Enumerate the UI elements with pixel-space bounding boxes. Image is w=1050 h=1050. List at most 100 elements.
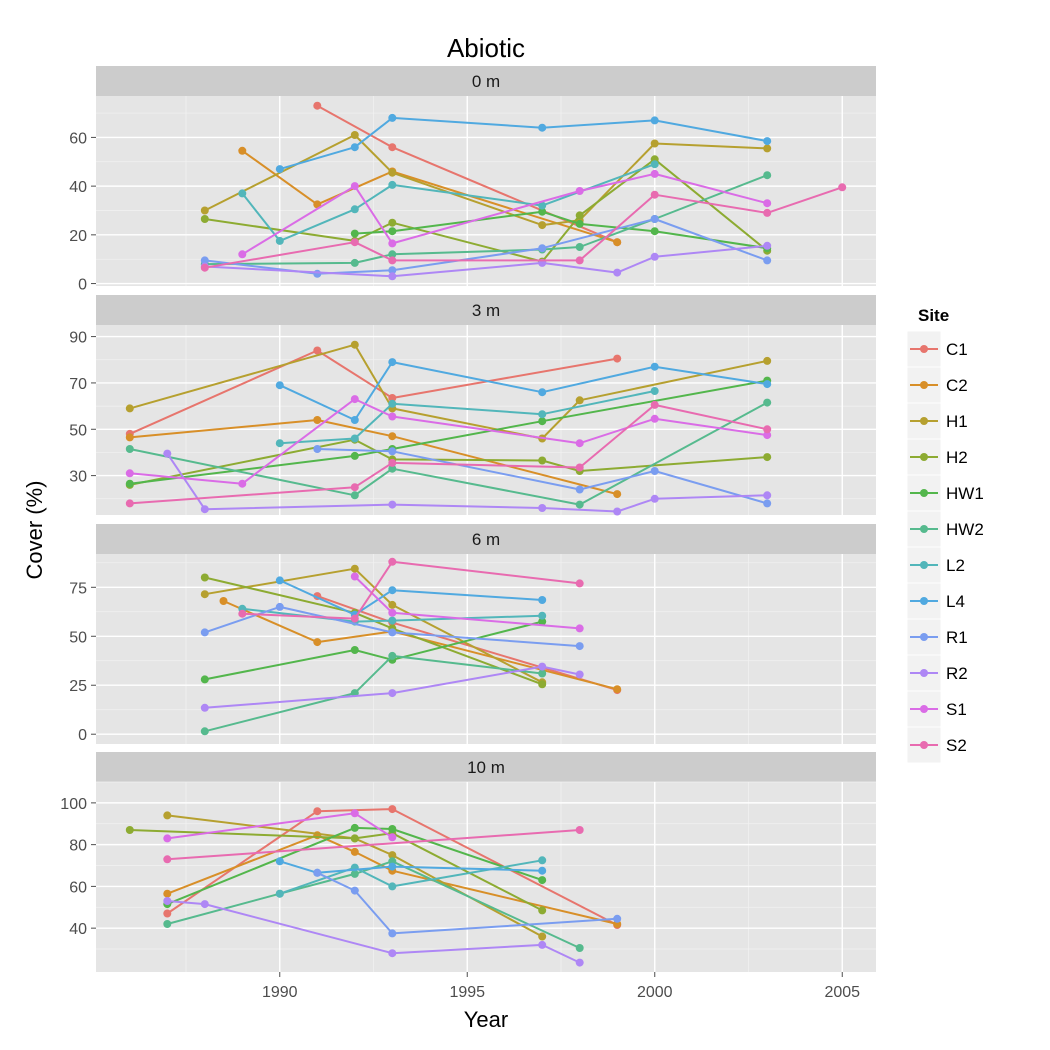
data-point — [200, 206, 209, 215]
data-point — [388, 851, 397, 860]
legend-key-point — [920, 741, 928, 749]
series-r1 — [313, 868, 622, 938]
data-point — [538, 866, 547, 875]
legend-key-point — [920, 453, 928, 461]
x-tick-label: 1990 — [262, 984, 298, 1001]
series-line-r2 — [204, 244, 768, 278]
data-point — [613, 490, 622, 499]
facet-strip — [96, 524, 876, 554]
series-line-h1 — [129, 343, 768, 440]
data-point — [388, 239, 397, 248]
y-tick-label: 40 — [69, 921, 87, 938]
data-point — [388, 458, 397, 467]
data-point — [538, 207, 547, 216]
data-point — [763, 499, 772, 508]
data-point — [650, 362, 659, 371]
data-point — [388, 833, 397, 842]
data-point — [350, 869, 359, 878]
series-hw2 — [200, 651, 547, 736]
legend-key-point — [920, 345, 928, 353]
y-tick-label: 0 — [78, 277, 87, 294]
facet-strip — [96, 66, 876, 96]
data-point — [200, 215, 209, 223]
data-point — [650, 190, 659, 199]
data-point — [163, 909, 172, 918]
data-point — [238, 609, 247, 618]
legend-label: HW2 — [946, 520, 984, 539]
data-point — [650, 139, 659, 148]
data-point — [538, 201, 547, 210]
x-axis: 1990 1995 2000 2005 — [262, 972, 860, 1001]
data-point — [238, 479, 247, 488]
data-point — [200, 628, 209, 637]
legend-item-h1: H1 — [906, 402, 968, 440]
data-point — [350, 238, 359, 247]
series-r1 — [313, 445, 772, 508]
data-point — [200, 505, 209, 514]
panel-background — [96, 96, 876, 286]
series-l4 — [275, 113, 772, 174]
data-point — [313, 346, 322, 355]
y-tick-label: 80 — [69, 838, 87, 855]
data-point — [313, 200, 322, 209]
y-axis-title: Cover (%) — [22, 480, 47, 579]
data-point — [350, 182, 359, 191]
legend-item-c1: C1 — [906, 330, 968, 368]
data-point — [388, 412, 397, 421]
y-tick-label: 70 — [69, 376, 87, 393]
series-line-h2 — [129, 829, 543, 912]
x-axis-title: Year — [464, 1007, 508, 1032]
legend-label: R2 — [946, 664, 968, 683]
data-point — [763, 199, 772, 208]
data-point — [538, 504, 547, 512]
y-tick-label: 25 — [69, 678, 87, 695]
data-point — [575, 944, 584, 952]
legend-item-c2: C2 — [906, 366, 968, 404]
legend-key-point — [920, 597, 928, 605]
data-point — [650, 387, 659, 395]
data-point — [163, 811, 172, 820]
series-line-l4 — [279, 579, 543, 616]
data-point — [125, 433, 134, 442]
legend-item-l4: L4 — [906, 582, 965, 620]
data-point — [650, 160, 659, 169]
data-point — [163, 449, 172, 458]
series-s2 — [238, 557, 584, 623]
legend-key-point — [920, 489, 928, 497]
data-point — [763, 431, 772, 440]
data-point — [275, 889, 284, 898]
facet-strip-label: 10 m — [467, 758, 505, 777]
facet-strip-label: 6 m — [472, 530, 500, 549]
data-point — [350, 646, 359, 654]
y-tick-label: 60 — [69, 879, 87, 896]
data-point — [538, 906, 547, 915]
data-point — [763, 137, 772, 146]
legend-item-r2: R2 — [906, 654, 968, 692]
legend-key-point — [920, 633, 928, 641]
data-point — [538, 932, 547, 941]
series-line-hw1 — [204, 620, 543, 681]
series-r2 — [200, 662, 584, 712]
data-point — [575, 579, 584, 588]
data-point — [200, 263, 209, 272]
y-tick-label: 30 — [69, 469, 87, 486]
data-point — [313, 269, 322, 278]
data-point — [613, 685, 622, 694]
y-tick-label: 50 — [69, 422, 87, 439]
data-point — [388, 272, 397, 281]
legend-item-s1: S1 — [906, 690, 967, 728]
data-point — [650, 494, 659, 503]
data-point — [538, 876, 547, 885]
data-point — [350, 809, 359, 818]
chart-title: Abiotic — [447, 33, 525, 63]
data-point — [763, 208, 772, 217]
data-point — [200, 573, 209, 582]
legend-label: S2 — [946, 736, 967, 755]
legend-item-l2: L2 — [906, 546, 965, 584]
series-s2 — [163, 826, 584, 864]
data-point — [650, 215, 659, 223]
y-tick-label: 50 — [69, 629, 87, 646]
data-point — [350, 614, 359, 623]
data-point — [575, 219, 584, 228]
legend-label: R1 — [946, 628, 968, 647]
